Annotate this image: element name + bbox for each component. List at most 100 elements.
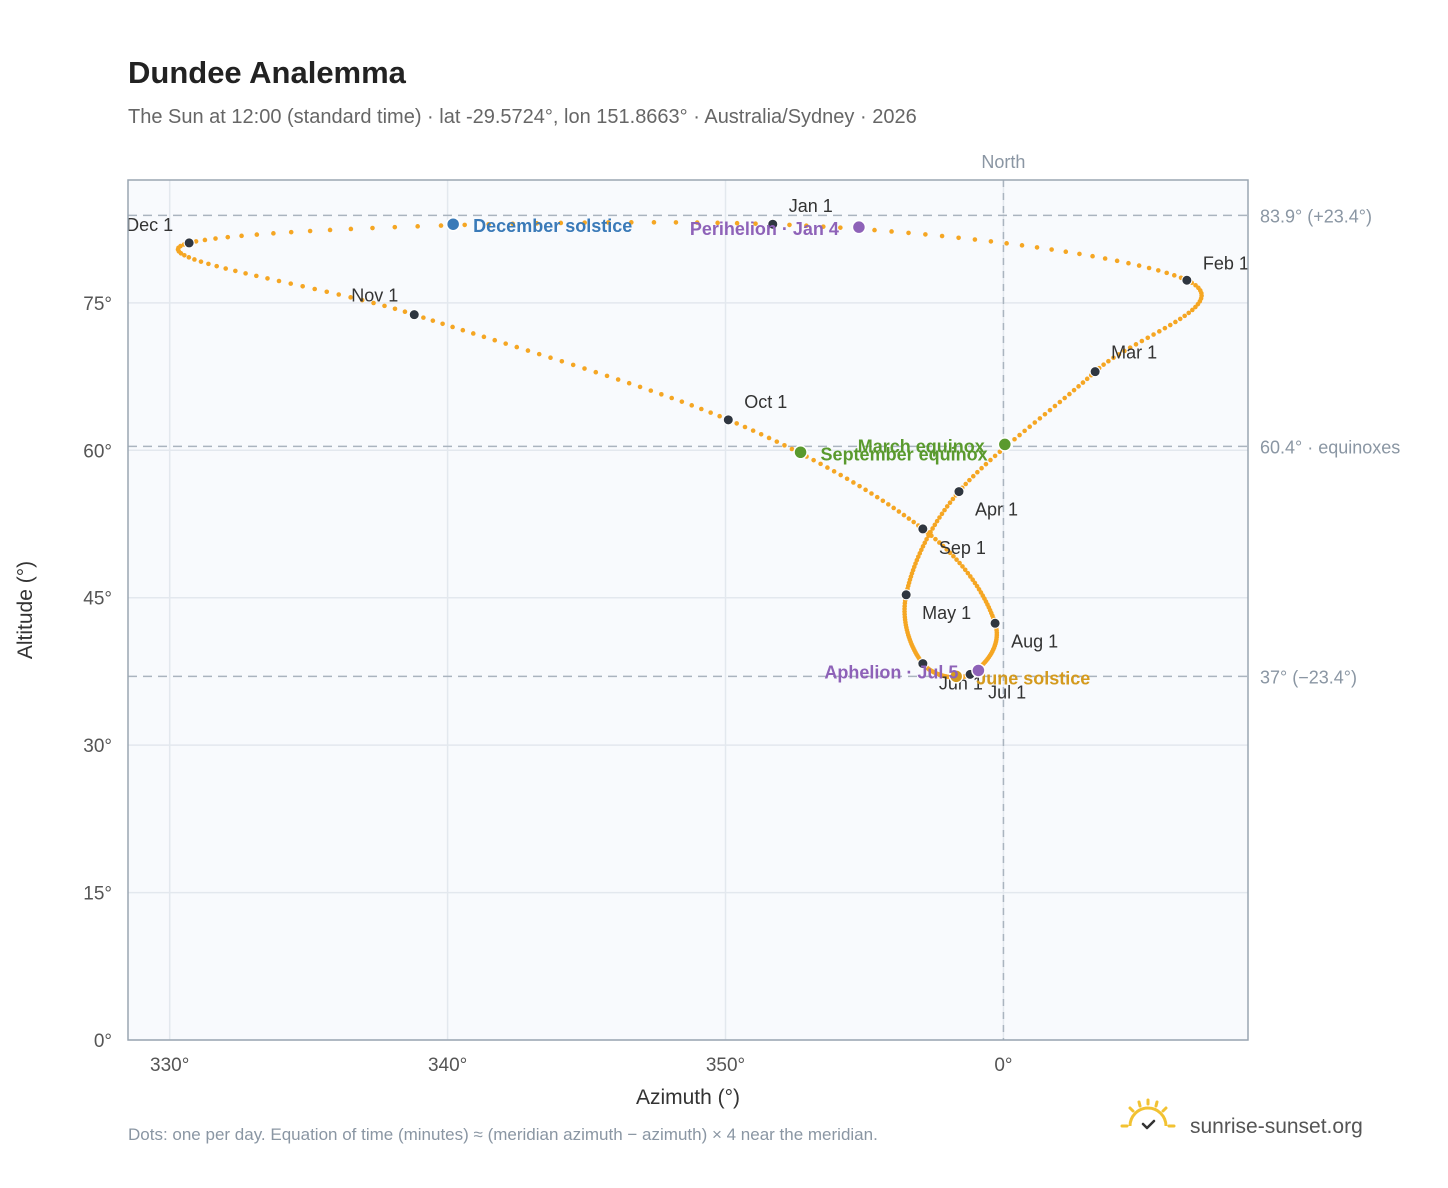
day-dot xyxy=(312,286,318,292)
y-tick-label: 60° xyxy=(83,441,112,462)
month-dot xyxy=(900,589,912,601)
day-dot xyxy=(962,567,968,573)
day-dot xyxy=(1017,432,1022,438)
day-dot xyxy=(1062,395,1067,401)
day-dot xyxy=(1173,319,1178,325)
day-dot xyxy=(804,223,809,229)
day-dot xyxy=(348,226,354,232)
event-dot xyxy=(997,437,1013,452)
day-dot xyxy=(1122,348,1127,354)
day-dot xyxy=(951,553,956,559)
day-dot xyxy=(198,259,204,264)
x-tick-label: 350° xyxy=(706,1055,745,1076)
day-dot xyxy=(1171,273,1177,278)
day-dot xyxy=(214,263,219,269)
event-dot xyxy=(793,445,808,460)
day-dot xyxy=(950,496,956,502)
month-label: Mar 1 xyxy=(1111,343,1157,363)
day-dot xyxy=(1133,342,1139,347)
chart-title: Dundee Analemma xyxy=(128,55,407,90)
day-dot xyxy=(430,318,436,323)
day-dot xyxy=(265,276,270,281)
day-dot xyxy=(970,473,976,479)
y-tick-label: 45° xyxy=(83,589,112,610)
day-dot xyxy=(1186,310,1192,316)
event-label: September equinox xyxy=(821,444,988,464)
month-dot xyxy=(767,218,779,230)
day-dot xyxy=(979,465,984,471)
y-axis-label: Altitude (°) xyxy=(14,561,37,659)
day-dot xyxy=(1071,387,1077,393)
day-dot xyxy=(932,522,938,528)
day-dot xyxy=(648,388,654,393)
month-dot xyxy=(989,617,1001,629)
day-dot xyxy=(1190,307,1195,313)
month-dot xyxy=(917,523,929,535)
day-dot xyxy=(734,220,740,226)
day-dot xyxy=(689,403,695,408)
day-dot xyxy=(615,377,621,382)
day-dot xyxy=(1049,247,1054,252)
day-dot xyxy=(715,220,720,226)
day-dot xyxy=(1111,355,1116,361)
day-dot xyxy=(1047,407,1053,413)
month-dot xyxy=(917,658,929,670)
day-dot xyxy=(988,239,994,244)
day-dot xyxy=(753,221,758,226)
analemma-curve xyxy=(175,220,1204,680)
day-dot xyxy=(486,222,491,227)
reference-lines: North 83.9° (+23.4°) 60.4° · equinoxes 37° … xyxy=(128,152,1400,1040)
meridian-label: North xyxy=(981,152,1025,172)
day-dot xyxy=(336,292,342,297)
event-markers: December solstice Perihelion · Jan 4 March… xyxy=(445,216,1090,688)
day-dot xyxy=(534,221,540,226)
day-dot xyxy=(254,273,259,279)
day-dot xyxy=(922,540,928,546)
day-dot xyxy=(937,515,942,520)
day-dot xyxy=(450,324,455,330)
day-dot xyxy=(825,465,830,470)
month-label: Dec 1 xyxy=(126,215,173,235)
day-dot xyxy=(880,498,886,504)
day-dot xyxy=(1151,332,1156,337)
day-dot xyxy=(937,540,942,545)
day-dot xyxy=(462,222,467,228)
month-label: Apr 1 xyxy=(975,500,1018,520)
day-dot xyxy=(582,366,587,371)
day-dot xyxy=(965,570,971,576)
day-dot xyxy=(758,431,764,437)
day-dot xyxy=(1012,436,1017,442)
day-dot xyxy=(734,421,740,426)
day-dot xyxy=(939,233,945,239)
day-dot xyxy=(1077,251,1082,257)
day-dot xyxy=(1004,241,1009,246)
day-dot xyxy=(889,229,894,234)
day-dot xyxy=(629,220,634,225)
day-dot xyxy=(838,472,843,478)
day-dot xyxy=(536,351,542,357)
month-dot xyxy=(1181,274,1193,286)
day-dot xyxy=(186,255,192,260)
day-dot xyxy=(992,453,998,459)
month-dot xyxy=(183,237,195,249)
day-dot xyxy=(1155,268,1161,273)
day-dot xyxy=(1090,253,1095,259)
x-tick-label: 340° xyxy=(428,1055,467,1076)
day-dot xyxy=(223,266,228,271)
day-dot xyxy=(481,334,487,340)
day-dot xyxy=(1042,411,1048,417)
day-dot xyxy=(673,220,679,225)
day-dot xyxy=(421,315,426,320)
event-dot xyxy=(971,663,986,678)
day-dot xyxy=(1162,325,1168,331)
day-dot xyxy=(1080,380,1086,385)
day-dot xyxy=(789,446,795,452)
day-dot xyxy=(924,536,929,542)
day-dot xyxy=(934,518,940,524)
day-dot xyxy=(1136,263,1142,268)
day-dot xyxy=(492,337,498,343)
day-dot xyxy=(1027,424,1033,429)
day-dot xyxy=(838,225,843,230)
day-dot xyxy=(1193,304,1198,310)
day-dot xyxy=(593,369,599,375)
